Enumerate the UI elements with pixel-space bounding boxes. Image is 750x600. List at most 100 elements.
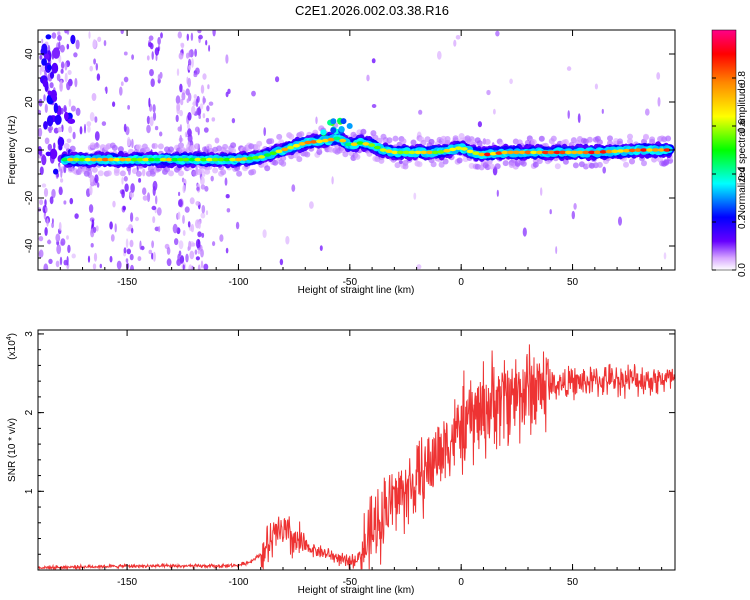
- noise-blob: [187, 77, 191, 88]
- svg-text:(x104): (x104): [6, 333, 18, 360]
- colorbar-gradient: [712, 30, 736, 270]
- noise-blob: [200, 84, 205, 94]
- noise-blob: [152, 112, 157, 121]
- snr-scale-prefix: (x10: [7, 340, 18, 360]
- x-tick-label: -50: [343, 277, 358, 288]
- ridge-halo: [484, 138, 491, 145]
- noise-blob: [92, 263, 97, 270]
- ridge-core: [327, 137, 335, 142]
- ridge-core: [449, 147, 457, 152]
- noise-blob: [602, 166, 606, 174]
- noise-blob: [46, 115, 54, 127]
- noise-blob: [178, 52, 184, 60]
- ridge-core: [408, 150, 416, 155]
- colorbar-tick-label: 0.2: [737, 215, 748, 229]
- ridge-core: [113, 157, 121, 162]
- y-tick-label: -40: [24, 238, 35, 253]
- ridge-core: [565, 150, 572, 155]
- ridge-halo: [135, 170, 142, 177]
- noise-blob: [211, 117, 216, 122]
- noise-blob: [72, 131, 76, 140]
- noise-blob: [186, 33, 189, 41]
- noise-blob: [60, 178, 64, 183]
- ridge-core: [258, 155, 266, 159]
- ridge-core: [275, 149, 283, 154]
- noise-blob: [44, 199, 47, 207]
- spectrogram-panel: -150 -100 -50 0 50 40 20 0 -20 -40 Height of stra…: [7, 29, 676, 296]
- ridge-core: [339, 138, 347, 143]
- noise-blob: [93, 58, 96, 65]
- noise-blob: [174, 238, 179, 246]
- noise-blob: [210, 175, 214, 182]
- noise-blob: [123, 76, 129, 83]
- noise-blob: [110, 234, 115, 242]
- noise-blob: [199, 103, 204, 110]
- noise-blob: [64, 61, 68, 71]
- x-tick-label: -50: [343, 577, 358, 588]
- noise-blob: [87, 255, 91, 263]
- noise-blob: [109, 221, 113, 230]
- noise-blob: [97, 36, 102, 42]
- noise-blob: [90, 243, 94, 248]
- noise-blob: [69, 197, 74, 205]
- ridge-core: [657, 148, 665, 152]
- noise-blob: [205, 117, 210, 123]
- x-tick-label: 0: [458, 577, 464, 588]
- ridge-core: [136, 157, 144, 162]
- ridge-core: [536, 150, 544, 155]
- noise-blob: [42, 79, 48, 88]
- noise-blob: [58, 41, 61, 50]
- noise-blob: [437, 50, 442, 60]
- ridge-halo: [298, 131, 305, 138]
- noise-blob: [197, 264, 201, 270]
- noise-blob: [46, 239, 52, 245]
- noise-blob: [89, 65, 93, 72]
- y-tick-label: 1: [24, 488, 35, 494]
- noise-blob: [226, 208, 231, 213]
- ridge-halo: [151, 143, 158, 149]
- ridge-core: [177, 157, 184, 162]
- ridge-core: [350, 142, 358, 146]
- noise-blob: [176, 68, 180, 76]
- ridge-core: [478, 152, 486, 157]
- noise-blob: [182, 184, 186, 194]
- noise-blob: [121, 189, 125, 199]
- ridge-core: [338, 126, 345, 133]
- noise-blob: [549, 209, 552, 215]
- noise-blob: [38, 98, 43, 107]
- ridge-halo: [488, 163, 495, 170]
- noise-blob: [178, 240, 184, 250]
- noise-blob: [319, 245, 323, 252]
- ridge-halo: [117, 146, 124, 153]
- noise-blob: [66, 81, 71, 91]
- noise-blob: [198, 114, 201, 119]
- ridge-core: [316, 139, 323, 144]
- ridge-core: [594, 150, 601, 155]
- noise-blob: [41, 58, 47, 66]
- ridge-halo: [370, 130, 377, 137]
- noise-blob: [53, 168, 59, 175]
- ridge-core: [437, 150, 445, 154]
- noise-blob: [131, 54, 135, 60]
- ridge-core: [541, 150, 549, 155]
- ridge-halo: [105, 170, 112, 177]
- noise-blob: [51, 222, 54, 229]
- colorbar-tick-label: 0.6: [737, 119, 748, 133]
- ridge-halo: [400, 138, 407, 145]
- noise-blob: [413, 192, 417, 200]
- noise-blob: [73, 52, 78, 58]
- ridge-core: [599, 150, 607, 154]
- ridge-halo: [288, 133, 295, 140]
- noise-blob: [49, 71, 55, 79]
- noise-blob: [195, 201, 200, 206]
- noise-blob: [182, 214, 185, 224]
- noise-blob: [148, 97, 151, 108]
- noise-blob: [212, 30, 216, 37]
- noise-blob: [184, 206, 190, 213]
- ridge-halo: [250, 168, 257, 175]
- noise-blob: [203, 127, 209, 133]
- noise-blob: [45, 206, 48, 213]
- ridge-core: [67, 157, 74, 162]
- noise-blob: [155, 195, 158, 205]
- ridge-core: [663, 148, 671, 152]
